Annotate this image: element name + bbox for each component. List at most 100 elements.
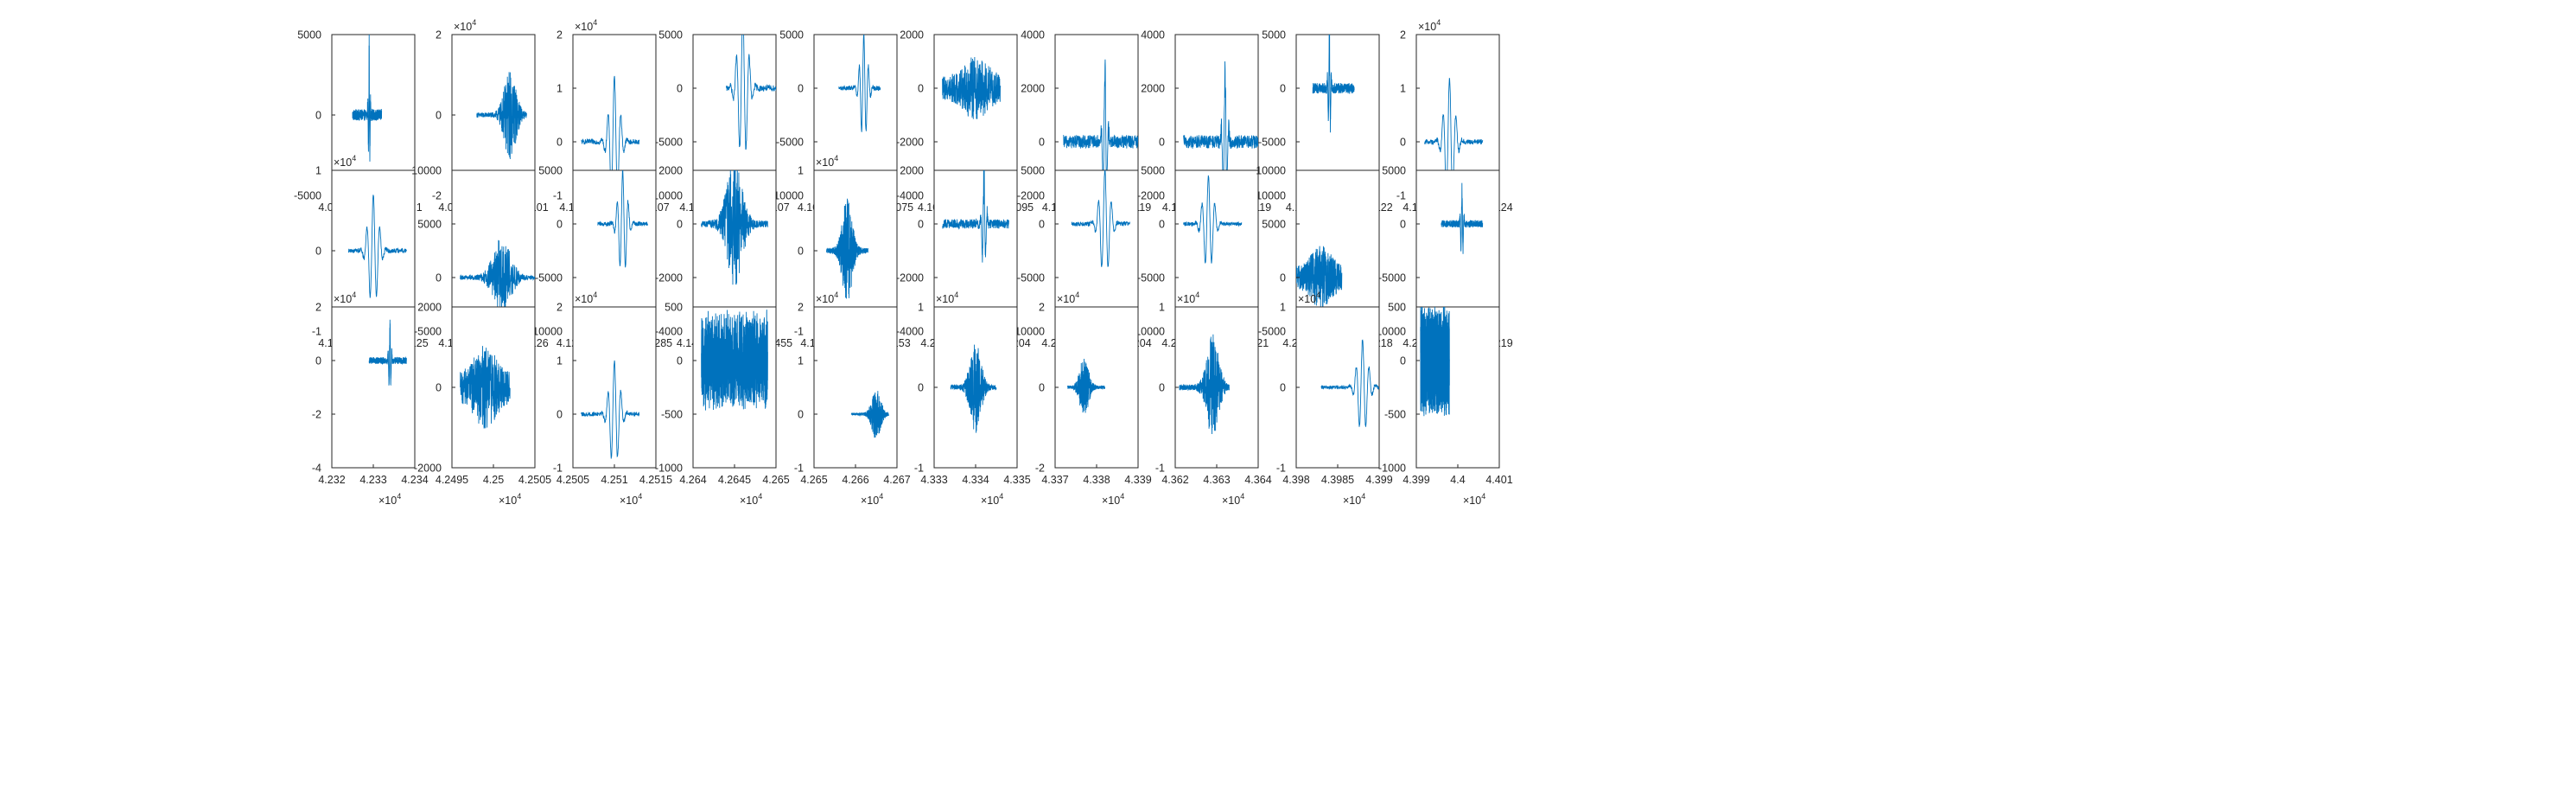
y-exponent-label: ×104: [1177, 291, 1199, 305]
y-exponent-power: 4: [834, 291, 838, 299]
signal-trace: [1183, 61, 1258, 195]
y-tick-label: 0: [798, 246, 804, 258]
y-tick-label: 2000: [1141, 83, 1165, 95]
y-tick-label: 0: [1159, 137, 1165, 149]
y-tick-label: 0: [1280, 83, 1286, 95]
y-tick-label: 1: [798, 355, 804, 367]
y-tick-label: 2000: [1021, 83, 1045, 95]
y-exponent-power: 4: [472, 18, 476, 27]
y-tick-label: 0: [436, 110, 442, 122]
y-tick-label: 1: [798, 165, 804, 177]
y-exponent-power: 4: [954, 291, 958, 299]
x-tick-label: 4.364: [1244, 474, 1271, 486]
x-exponent-power: 4: [999, 492, 1003, 501]
x-tick-label: 4.267: [883, 474, 910, 486]
x-tick-label: 4.398: [1282, 474, 1309, 486]
x-tick-label: 4.25: [483, 474, 504, 486]
subplot-23: 4.2505 4.251 4.2515 -1 0 1 2 ×104 ×104: [553, 291, 672, 507]
signal-trace: [825, 198, 868, 299]
signal-trace: [368, 319, 407, 386]
y-tick-label: 2: [315, 302, 321, 314]
y-tick-label: 0: [557, 219, 563, 231]
y-exponent-power: 4: [593, 291, 597, 299]
subplot-27: 4.337 4.338 4.339 -2 0 2 ×104 ×104: [1035, 291, 1152, 507]
subplot-24: 4.264 4.2645 4.265 -1000 -500 0 500 ×104: [655, 302, 790, 508]
y-tick-label: 0: [315, 110, 321, 122]
y-tick-label: -1000: [1378, 463, 1406, 475]
x-tick-label: 4.4: [1450, 474, 1465, 486]
y-tick-label: -4: [312, 463, 321, 475]
y-tick-label: -1: [1155, 463, 1165, 475]
y-tick-label: 0: [1400, 219, 1406, 231]
y-tick-label: -2: [312, 409, 321, 421]
subplot-28: 4.362 4.363 4.364 -1 0 1 ×104 ×104: [1155, 291, 1272, 507]
x-exponent-power: 4: [397, 492, 401, 501]
y-tick-label: -2000: [896, 272, 924, 284]
y-tick-label: -10000: [1011, 326, 1045, 338]
signal-trace: [701, 310, 768, 411]
x-exponent-label: ×104: [620, 492, 642, 507]
signal-trace: [1063, 59, 1138, 195]
y-tick-label: 4000: [1021, 29, 1045, 42]
x-tick-label: 4.3985: [1321, 474, 1354, 486]
signal-trace: [1320, 339, 1379, 427]
y-tick-label: -2000: [896, 137, 924, 149]
signal-trace: [950, 344, 997, 433]
signal-trace: [850, 391, 889, 438]
y-exponent-label: ×104: [816, 291, 838, 305]
x-tick-label: 4.232: [318, 474, 345, 486]
x-exponent-label: ×104: [499, 492, 521, 507]
y-tick-label: -1: [553, 463, 563, 475]
y-tick-label: -10000: [529, 326, 563, 338]
y-tick-label: 2000: [417, 302, 442, 314]
subplot-25: 4.265 4.266 4.267 -1 0 1 2 ×104 ×104: [794, 291, 911, 507]
y-tick-label: 1: [1159, 302, 1165, 314]
axes-box: [1295, 34, 1380, 196]
y-tick-label: 0: [1159, 382, 1165, 394]
y-tick-label: -1: [794, 326, 804, 338]
y-tick-label: -10000: [649, 190, 683, 202]
signal-trace: [1066, 358, 1106, 413]
x-exponent-power: 4: [1361, 492, 1365, 501]
x-tick-label: 4.363: [1203, 474, 1230, 486]
y-tick-label: 0: [677, 219, 683, 231]
y-tick-label: 0: [1280, 382, 1286, 394]
y-tick-label: -500: [661, 409, 683, 421]
axes-box: [1174, 169, 1259, 332]
y-tick-label: -5000: [535, 272, 563, 284]
y-tick-label: 0: [798, 83, 804, 95]
y-tick-label: 5000: [658, 29, 683, 42]
y-tick-label: 5000: [1262, 29, 1286, 42]
y-tick-label: 0: [1159, 219, 1165, 231]
subplot-30: 4.399 4.4 4.401 -1000 -500 0 500 ×104: [1378, 302, 1513, 508]
signal-trace: [476, 72, 527, 159]
y-tick-label: -4000: [655, 326, 683, 338]
signal-trace: [1179, 334, 1230, 435]
signal-trace: [942, 57, 1002, 119]
y-exponent-power: 4: [834, 154, 838, 163]
y-tick-label: 5000: [297, 29, 321, 42]
y-exponent-power: 4: [1075, 291, 1079, 299]
y-exponent-power: 4: [352, 154, 356, 163]
x-tick-label: 4.335: [1003, 474, 1030, 486]
y-tick-label: -10000: [1372, 326, 1406, 338]
y-tick-label: 5000: [538, 165, 563, 177]
y-tick-label: -1: [794, 463, 804, 475]
y-tick-label: 0: [798, 409, 804, 421]
y-tick-label: 1: [1400, 83, 1406, 95]
x-tick-label: 4.2495: [436, 474, 468, 486]
subplot-2: 4.0994.14.101-202×104×104: [432, 18, 549, 234]
y-tick-label: 0: [436, 382, 442, 394]
axes-box: [572, 169, 657, 332]
y-tick-label: -4000: [896, 190, 924, 202]
y-tick-label: 2000: [658, 165, 683, 177]
axes-box: [813, 306, 898, 469]
y-tick-label: 0: [1400, 137, 1406, 149]
y-tick-label: -1000: [655, 463, 683, 475]
y-tick-label: -2: [432, 190, 442, 202]
x-exponent-power: 4: [758, 492, 762, 501]
